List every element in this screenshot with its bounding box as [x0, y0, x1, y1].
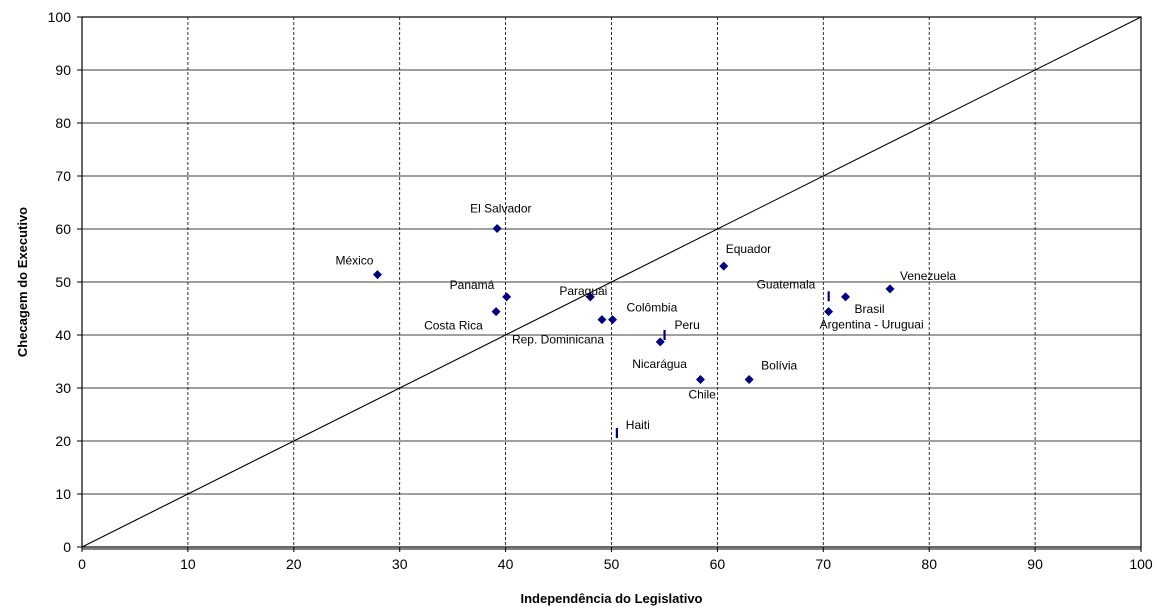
data-point	[663, 330, 666, 340]
data-point	[585, 292, 595, 302]
data-point	[655, 337, 665, 347]
point-label: Rep. Dominicana	[512, 333, 604, 347]
point-label: Venezuela	[900, 269, 956, 283]
point-label: El Salvador	[470, 201, 531, 215]
point-label: Colômbia	[627, 301, 678, 315]
data-point	[372, 270, 382, 280]
point-label: Peru	[674, 318, 699, 332]
data-point	[827, 291, 830, 302]
data-point	[492, 223, 502, 233]
x-tick-label: 100	[1129, 556, 1153, 572]
y-tick-label: 0	[63, 539, 71, 555]
point-label: México	[335, 254, 373, 268]
x-tick-label: 80	[921, 556, 937, 572]
x-axis-title: Independência do Legislativo	[520, 591, 702, 606]
point-label: Haiti	[626, 418, 650, 432]
y-tick-label: 30	[55, 380, 71, 396]
grid-layer	[82, 17, 1141, 547]
x-tick-label: 60	[710, 556, 726, 572]
data-point	[695, 375, 705, 385]
point-labels-layer: México El Salvador Costa Rica Panamá Paragua…	[335, 201, 956, 432]
data-point	[841, 292, 851, 302]
data-point	[597, 315, 607, 325]
x-tick-label: 30	[392, 556, 408, 572]
point-label: Chile	[688, 388, 716, 402]
y-tick-label: 10	[55, 486, 71, 502]
data-point	[824, 307, 834, 317]
x-tick-label: 20	[286, 556, 302, 572]
data-point	[719, 261, 729, 271]
x-tick-label: 40	[498, 556, 514, 572]
point-label: Bolívia	[761, 359, 797, 373]
data-points-layer	[372, 223, 895, 439]
point-label: Argentina - Uruguai	[820, 318, 924, 332]
y-tick-label: 80	[55, 115, 71, 131]
y-tick-label: 40	[55, 327, 71, 343]
point-label: Panamá	[450, 278, 495, 292]
y-tick-label: 90	[55, 62, 71, 78]
data-point	[744, 375, 754, 385]
data-point	[502, 292, 512, 302]
x-tick-label: 50	[604, 556, 620, 572]
point-label: Brasil	[855, 302, 885, 316]
y-tick-label: 20	[55, 433, 71, 449]
reference-line-layer	[81, 16, 1142, 548]
point-label: Equador	[726, 242, 771, 256]
data-point	[608, 315, 618, 325]
x-tick-label: 0	[78, 556, 86, 572]
point-label: Paraguai	[559, 284, 607, 298]
point-label: Nicarágua	[632, 357, 687, 371]
data-point	[491, 307, 501, 317]
point-label: Costa Rica	[424, 319, 483, 333]
tick-labels-layer: 0 10 20 30 40 50 60 70 80 90 100 0 10 20 30 40 50 60 70 80 9…	[48, 9, 1153, 572]
reference-diagonal-line	[81, 16, 1142, 548]
x-tick-label: 90	[1027, 556, 1043, 572]
data-point	[615, 428, 618, 439]
x-tick-label: 70	[816, 556, 832, 572]
point-label: Guatemala	[757, 277, 816, 291]
y-tick-label: 60	[55, 221, 71, 237]
data-point	[885, 284, 895, 294]
y-tick-label: 70	[55, 168, 71, 184]
y-tick-label: 50	[55, 274, 71, 290]
x-tick-label: 10	[180, 556, 196, 572]
y-axis-title: Checagem do Executivo	[15, 207, 30, 357]
y-tick-label: 100	[48, 9, 72, 25]
